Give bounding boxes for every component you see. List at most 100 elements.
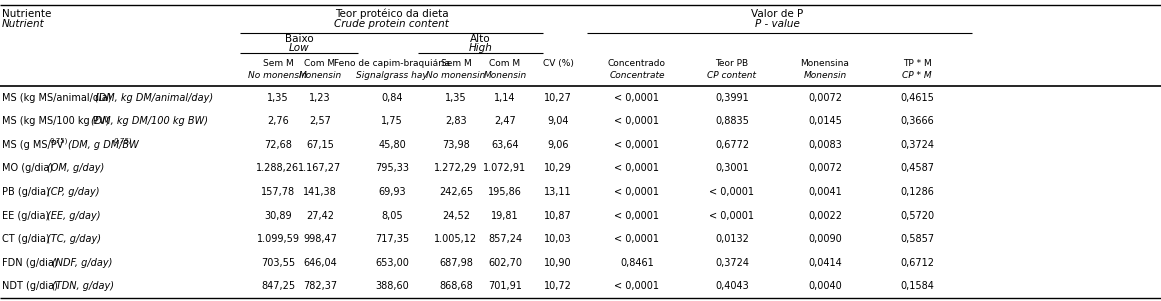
Text: Sem M: Sem M — [441, 59, 471, 68]
Text: 0,3724: 0,3724 — [715, 258, 749, 268]
Text: 0,4043: 0,4043 — [715, 281, 749, 291]
Text: CT (g/dia): CT (g/dia) — [2, 234, 50, 244]
Text: Com M: Com M — [304, 59, 336, 68]
Text: 0,75): 0,75) — [50, 138, 68, 144]
Text: Feno de capim-braquiária: Feno de capim-braquiária — [334, 59, 450, 68]
Text: 646,04: 646,04 — [303, 258, 337, 268]
Text: 1.167,27: 1.167,27 — [298, 163, 341, 173]
Text: 0,0132: 0,0132 — [715, 234, 749, 244]
Text: FDN (g/dia): FDN (g/dia) — [2, 258, 58, 268]
Text: 141,38: 141,38 — [303, 187, 337, 197]
Text: 1,14: 1,14 — [495, 93, 515, 103]
Text: 10,29: 10,29 — [545, 163, 572, 173]
Text: (DM, g DM/BW: (DM, g DM/BW — [67, 140, 138, 150]
Text: 0,75): 0,75) — [114, 138, 132, 144]
Text: 1,35: 1,35 — [267, 93, 289, 103]
Text: 1.072,91: 1.072,91 — [483, 163, 527, 173]
Text: PB (g/dia): PB (g/dia) — [2, 187, 50, 197]
Text: EE (g/dia): EE (g/dia) — [2, 211, 49, 221]
Text: 24,52: 24,52 — [442, 211, 470, 221]
Text: 73,98: 73,98 — [442, 140, 470, 150]
Text: 27,42: 27,42 — [307, 211, 334, 221]
Text: Nutriente: Nutriente — [2, 9, 51, 19]
Text: Teor protéico da dieta: Teor protéico da dieta — [334, 9, 448, 19]
Text: Baixo: Baixo — [284, 34, 313, 44]
Text: < 0,0001: < 0,0001 — [709, 187, 755, 197]
Text: 30,89: 30,89 — [265, 211, 291, 221]
Text: 701,91: 701,91 — [488, 281, 522, 291]
Text: 0,3001: 0,3001 — [715, 163, 749, 173]
Text: Monensina: Monensina — [801, 59, 850, 68]
Text: 10,87: 10,87 — [545, 211, 572, 221]
Text: MS (g MS/PV: MS (g MS/PV — [2, 140, 64, 150]
Text: (TC, g/day): (TC, g/day) — [48, 234, 101, 244]
Text: 0,0041: 0,0041 — [808, 187, 842, 197]
Text: 1,35: 1,35 — [445, 93, 467, 103]
Text: 1.099,59: 1.099,59 — [257, 234, 300, 244]
Text: 2,57: 2,57 — [309, 116, 331, 126]
Text: 868,68: 868,68 — [439, 281, 473, 291]
Text: 0,1286: 0,1286 — [900, 187, 933, 197]
Text: MS (kg MS/100 kg PV): MS (kg MS/100 kg PV) — [2, 116, 109, 126]
Text: CV (%): CV (%) — [542, 59, 574, 68]
Text: 782,37: 782,37 — [303, 281, 337, 291]
Text: < 0,0001: < 0,0001 — [614, 116, 659, 126]
Text: 0,5857: 0,5857 — [900, 234, 935, 244]
Text: 0,6712: 0,6712 — [900, 258, 933, 268]
Text: (DM, kg DM/100 kg BW): (DM, kg DM/100 kg BW) — [91, 116, 208, 126]
Text: < 0,0001: < 0,0001 — [614, 281, 659, 291]
Text: 0,3666: 0,3666 — [900, 116, 933, 126]
Text: (EE, g/day): (EE, g/day) — [48, 211, 101, 221]
Text: 1,23: 1,23 — [309, 93, 331, 103]
Text: 0,6772: 0,6772 — [715, 140, 749, 150]
Text: CP * M: CP * M — [902, 71, 932, 80]
Text: 388,60: 388,60 — [375, 281, 409, 291]
Text: 857,24: 857,24 — [488, 234, 522, 244]
Text: Low: Low — [289, 43, 309, 53]
Text: 10,03: 10,03 — [545, 234, 572, 244]
Text: MO (g/dia): MO (g/dia) — [2, 163, 53, 173]
Text: < 0,0001: < 0,0001 — [614, 163, 659, 173]
Text: Alto: Alto — [470, 34, 491, 44]
Text: 0,8461: 0,8461 — [620, 258, 654, 268]
Text: NDT (g/dia): NDT (g/dia) — [2, 281, 58, 291]
Text: MS (kg MS/animal/dia): MS (kg MS/animal/dia) — [2, 93, 111, 103]
Text: 9,06: 9,06 — [547, 140, 569, 150]
Text: 0,5720: 0,5720 — [900, 211, 935, 221]
Text: 795,33: 795,33 — [375, 163, 409, 173]
Text: Crude protein content: Crude protein content — [334, 19, 449, 29]
Text: 2,47: 2,47 — [495, 116, 515, 126]
Text: 0,8835: 0,8835 — [715, 116, 749, 126]
Text: Teor PB: Teor PB — [715, 59, 749, 68]
Text: 2,83: 2,83 — [445, 116, 467, 126]
Text: 242,65: 242,65 — [439, 187, 473, 197]
Text: Concentrado: Concentrado — [608, 59, 666, 68]
Text: 0,4587: 0,4587 — [900, 163, 933, 173]
Text: < 0,0001: < 0,0001 — [614, 140, 659, 150]
Text: 0,0022: 0,0022 — [808, 211, 842, 221]
Text: 0,3724: 0,3724 — [900, 140, 933, 150]
Text: 0,0040: 0,0040 — [808, 281, 842, 291]
Text: No monensin: No monensin — [248, 71, 308, 80]
Text: 847,25: 847,25 — [261, 281, 295, 291]
Text: 72,68: 72,68 — [264, 140, 291, 150]
Text: 10,27: 10,27 — [545, 93, 572, 103]
Text: < 0,0001: < 0,0001 — [614, 93, 659, 103]
Text: Concentrate: Concentrate — [610, 71, 665, 80]
Text: Com M: Com M — [490, 59, 520, 68]
Text: 195,86: 195,86 — [488, 187, 522, 197]
Text: 602,70: 602,70 — [488, 258, 522, 268]
Text: (OM, g/day): (OM, g/day) — [48, 163, 104, 173]
Text: 10,90: 10,90 — [545, 258, 572, 268]
Text: 9,04: 9,04 — [547, 116, 569, 126]
Text: (NDF, g/day): (NDF, g/day) — [52, 258, 113, 268]
Text: 10,72: 10,72 — [545, 281, 572, 291]
Text: < 0,0001: < 0,0001 — [614, 234, 659, 244]
Text: 1.288,26: 1.288,26 — [257, 163, 300, 173]
Text: 19,81: 19,81 — [491, 211, 519, 221]
Text: No monensin: No monensin — [426, 71, 485, 80]
Text: Signalgrass hay: Signalgrass hay — [356, 71, 428, 80]
Text: 0,4615: 0,4615 — [900, 93, 933, 103]
Text: 69,93: 69,93 — [378, 187, 406, 197]
Text: TP * M: TP * M — [902, 59, 931, 68]
